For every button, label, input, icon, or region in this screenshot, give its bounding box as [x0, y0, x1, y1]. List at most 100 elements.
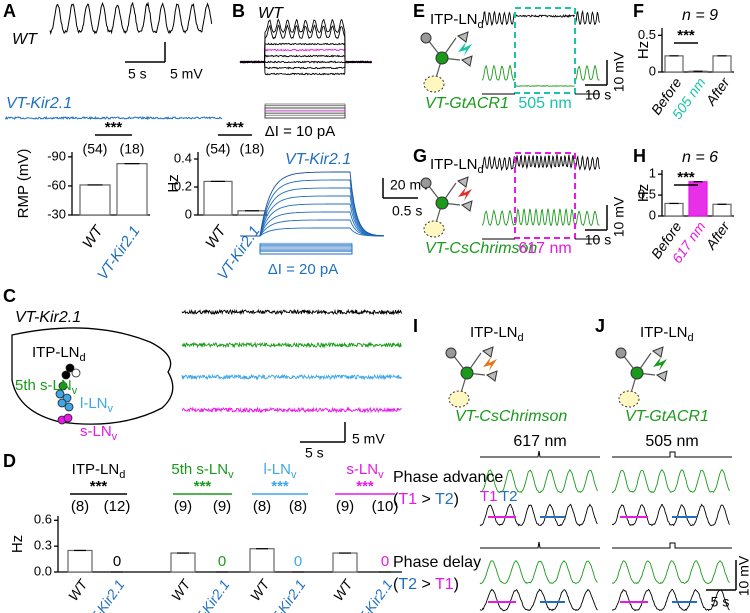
significance: ***: [194, 478, 212, 495]
neurite: [427, 37, 461, 79]
neurite: [452, 352, 486, 394]
cell-trace: [181, 308, 403, 316]
light-label: 505 nm: [645, 433, 698, 450]
cell-name: ITP-LN: [430, 156, 478, 173]
kir-trace: [4, 115, 223, 121]
panel-letter: B: [232, 1, 245, 21]
itp-trace: [479, 503, 598, 527]
rule-part: (: [393, 576, 399, 593]
lnv-trace: [574, 65, 600, 81]
cell-name: s-LN: [346, 461, 378, 478]
soma: [460, 366, 474, 380]
value-label: 0: [381, 553, 389, 570]
label: ΔI = 20 pA: [268, 261, 338, 278]
current-step: [264, 110, 346, 119]
cell-label: l-LNv: [80, 395, 114, 415]
cell-subscript: d: [478, 19, 484, 31]
stim-line: [612, 451, 732, 458]
terminal: [456, 176, 469, 188]
panel-letter: C: [3, 286, 16, 306]
cell-name: ITP-LN: [470, 324, 518, 341]
cell-body: [58, 381, 68, 391]
itp-trace: [514, 14, 575, 19]
terminal: [485, 370, 498, 382]
rule-part: ): [454, 576, 459, 593]
target-region: [618, 390, 640, 408]
bar: [237, 210, 267, 216]
label: 0.5 s: [392, 203, 422, 219]
cell-body: [61, 370, 71, 380]
light-icon: [483, 357, 497, 371]
cell-name: s-LN: [80, 423, 112, 440]
n-label: (18): [240, 141, 265, 157]
cell-subscript: d: [518, 332, 524, 344]
panel-letter: D: [3, 451, 16, 471]
wt-step-trace: [239, 18, 372, 64]
y-axis-label: RMP (mV): [15, 149, 32, 219]
cell-body: [64, 402, 74, 412]
cell-label: ITP-LNd: [430, 11, 484, 31]
itp-trace: [611, 588, 730, 612]
genotype-label: VT-CsChrimson: [455, 408, 567, 425]
bar: [712, 203, 732, 217]
rule-part: >: [417, 491, 435, 508]
cell-body: [57, 398, 67, 408]
y-axis-label: Hz: [635, 41, 652, 59]
kir-step-trace: [240, 211, 384, 237]
rule-part: ): [454, 491, 459, 508]
significance: ***: [356, 478, 374, 495]
itp-trace: [481, 155, 516, 172]
label: VT-Kir2.1: [285, 151, 351, 168]
label: 10 mV: [611, 51, 627, 92]
x-tick-label: WT: [168, 575, 194, 603]
soma: [445, 347, 457, 359]
light-icon: [458, 187, 472, 201]
cell-subscript: v: [72, 385, 78, 397]
phase-rule: (T1 > T2): [393, 491, 459, 508]
current-step: [259, 251, 353, 255]
terminal: [460, 200, 473, 212]
label: WT: [258, 5, 284, 22]
genotype-label: VT-GtACR1: [425, 95, 509, 112]
light-label: 505 nm: [518, 95, 571, 112]
rule-part: (: [393, 491, 399, 508]
cell-subscript: v: [112, 431, 118, 443]
light-label: 617 nm: [513, 433, 566, 450]
n-label: (54): [83, 141, 108, 157]
kir-step-trace: [240, 171, 385, 237]
soma: [615, 347, 627, 359]
rule-part: T1: [398, 491, 417, 508]
x-tick-label: After: [702, 74, 733, 109]
lnv-trace: [611, 469, 730, 494]
y-tick-label: 0.2: [174, 178, 192, 193]
cell-subscript: v: [108, 403, 114, 415]
cell-body: [63, 413, 73, 423]
y-tick-label: -60: [47, 177, 66, 192]
cell-name: ITP-LN: [640, 324, 688, 341]
stim-line: [612, 542, 732, 549]
bar: [332, 552, 358, 573]
neurite: [622, 352, 656, 394]
terminal: [456, 31, 469, 43]
target-region: [423, 75, 445, 93]
n-label: (9): [174, 498, 192, 515]
kir-step-trace: [240, 219, 384, 237]
y-tick-label: 0.3: [34, 538, 52, 553]
bar: [664, 55, 684, 73]
current-step: [259, 242, 353, 255]
x-tick-label: VT-Kir2.1: [81, 577, 127, 613]
label: Phase delay: [393, 554, 481, 571]
cell-subscript: v: [378, 469, 384, 481]
lnv-trace: [574, 210, 600, 227]
light-icon: [458, 42, 472, 56]
cell-name: l-LN: [263, 461, 291, 478]
significance: ***: [677, 169, 695, 186]
n-label: (18): [120, 141, 145, 157]
panel-letter: H: [633, 146, 646, 166]
cell-subscript: v: [291, 469, 297, 481]
lnv-trace: [481, 64, 515, 82]
itp-trace: [514, 154, 575, 170]
label: 10 mV: [611, 196, 627, 237]
label: 5 s: [305, 445, 324, 461]
kir-step-trace: [240, 187, 384, 237]
